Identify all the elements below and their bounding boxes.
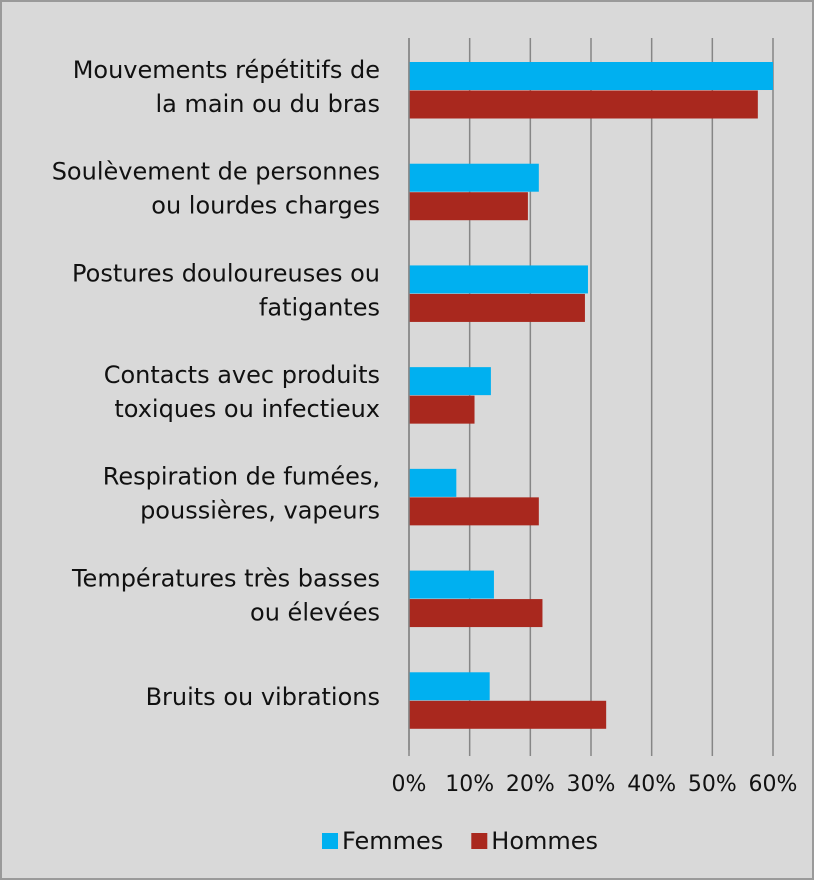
category-line: Mouvements répétitifs de	[73, 56, 380, 84]
bar	[409, 599, 543, 628]
legend-label: Femmes	[342, 827, 443, 855]
legend-swatch	[322, 833, 338, 849]
bar	[409, 192, 528, 221]
category-label: Bruits ou vibrations	[146, 683, 380, 711]
x-tick-label: 10%	[445, 772, 494, 797]
x-tick-label: 20%	[506, 772, 555, 797]
category-line: la main ou du bras	[155, 90, 380, 118]
x-tick-label: 0%	[392, 772, 427, 797]
category-line: Respiration de fumées,	[103, 463, 380, 491]
x-tick-label: 40%	[627, 772, 676, 797]
category-line: Températures très basses	[71, 564, 380, 592]
category-line: Contacts avec produits	[104, 361, 380, 389]
category-line: fatigantes	[259, 293, 380, 321]
category-line: ou lourdes charges	[151, 192, 380, 220]
legend-swatch	[471, 833, 488, 849]
bar	[409, 700, 607, 729]
x-tick-label: 30%	[567, 772, 616, 797]
category-label: Soulèvement de personnes ou lourdes charg…	[52, 158, 380, 220]
bar	[409, 497, 539, 526]
bar	[409, 90, 758, 119]
category-line: toxiques ou infectieux	[114, 395, 380, 423]
bar	[409, 163, 539, 192]
category-label: Respiration de fumées, poussières, vapeur…	[103, 463, 380, 525]
bar	[409, 293, 585, 322]
category-line: poussières, vapeurs	[140, 497, 380, 525]
bar	[409, 672, 490, 701]
bar	[409, 265, 588, 294]
x-tick-label: 60%	[749, 772, 798, 797]
bar	[409, 395, 475, 424]
category-label: Températures très basses ou élevées	[71, 564, 380, 626]
bar	[409, 62, 773, 90]
category-label: Mouvements répétitifs de la main ou du br…	[73, 56, 380, 118]
category-line: Postures douloureuses ou	[72, 259, 380, 287]
bar	[409, 468, 457, 497]
category-label: Contacts avec produits toxiques ou infect…	[104, 361, 380, 423]
bar	[409, 570, 494, 599]
category-label: Postures douloureuses ou fatigantes	[72, 259, 380, 321]
bar	[409, 367, 491, 396]
x-tick-label: 50%	[688, 772, 737, 797]
category-line: Bruits ou vibrations	[146, 683, 380, 711]
legend-label: Hommes	[491, 827, 598, 855]
category-line: Soulèvement de personnes	[52, 158, 380, 186]
category-line: ou élevées	[250, 598, 380, 626]
